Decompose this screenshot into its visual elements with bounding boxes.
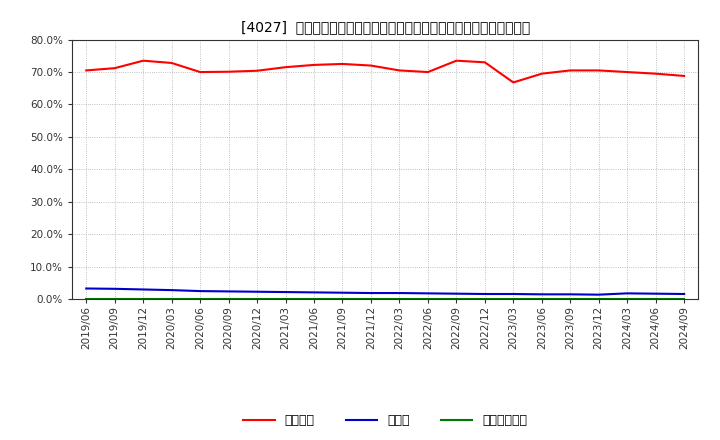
のれん [366,290,375,296]
自己資本 [167,60,176,66]
のれん [282,290,290,295]
自己資本 [338,61,347,66]
のれん [139,287,148,292]
Legend: 自己資本, のれん, 繰延税金資産: 自己資本, のれん, 繰延税金資産 [243,414,527,428]
自己資本 [452,58,461,63]
自己資本 [595,68,603,73]
繰延税金資産 [537,296,546,301]
のれん [480,291,489,297]
繰延税金資産 [167,296,176,301]
自己資本 [566,68,575,73]
繰延税金資産 [225,296,233,301]
のれん [395,290,404,296]
自己資本 [423,70,432,75]
のれん [652,291,660,296]
自己資本 [366,63,375,68]
のれん [623,291,631,296]
自己資本 [196,70,204,75]
のれん [167,287,176,293]
繰延税金資産 [110,296,119,301]
のれん [509,291,518,297]
のれん [225,289,233,294]
のれん [680,291,688,297]
自己資本 [139,58,148,63]
自己資本 [509,80,518,85]
Title: [4027]  自己資本、のれん、繰延税金資産の総資産に対する比率の推移: [4027] 自己資本、のれん、繰延税金資産の総資産に対する比率の推移 [240,20,530,34]
繰延税金資産 [310,296,318,301]
自己資本 [623,70,631,75]
繰延税金資産 [623,296,631,301]
自己資本 [480,60,489,65]
繰延税金資産 [595,296,603,301]
繰延税金資産 [566,296,575,301]
繰延税金資産 [452,296,461,301]
のれん [310,290,318,295]
繰延税金資産 [338,296,347,301]
繰延税金資産 [652,296,660,301]
繰延税金資産 [395,296,404,301]
自己資本 [652,71,660,76]
のれん [338,290,347,295]
のれん [452,291,461,296]
繰延税金資産 [139,296,148,301]
Line: 自己資本: 自己資本 [86,61,684,82]
自己資本 [680,73,688,79]
自己資本 [225,69,233,74]
繰延税金資産 [196,296,204,301]
のれん [253,289,261,294]
のれん [110,286,119,291]
繰延税金資産 [680,296,688,301]
のれん [423,291,432,296]
自己資本 [82,68,91,73]
のれん [196,289,204,294]
自己資本 [253,68,261,73]
繰延税金資産 [282,296,290,301]
自己資本 [537,71,546,76]
繰延税金資産 [423,296,432,301]
Line: のれん: のれん [86,289,684,295]
のれん [566,292,575,297]
のれん [82,286,91,291]
自己資本 [282,65,290,70]
のれん [595,292,603,297]
自己資本 [395,68,404,73]
繰延税金資産 [82,296,91,301]
自己資本 [110,66,119,71]
繰延税金資産 [366,296,375,301]
繰延税金資産 [480,296,489,301]
のれん [537,292,546,297]
繰延税金資産 [509,296,518,301]
繰延税金資産 [253,296,261,301]
自己資本 [310,62,318,68]
